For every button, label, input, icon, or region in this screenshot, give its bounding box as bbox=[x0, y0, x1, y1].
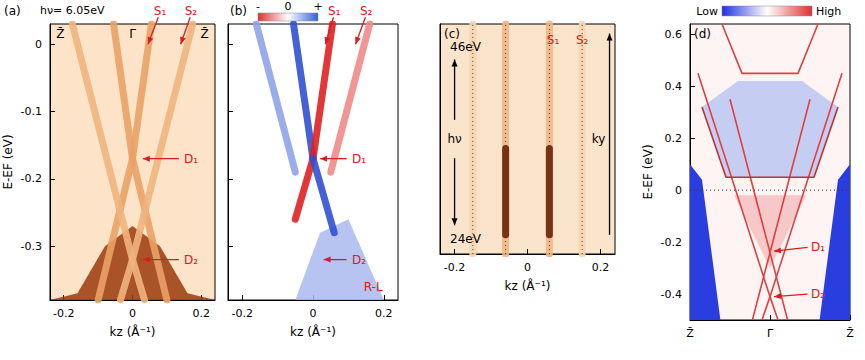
svg-text:kz (Å⁻¹): kz (Å⁻¹) bbox=[505, 278, 551, 293]
svg-text:Z̄: Z̄ bbox=[201, 27, 209, 41]
svg-text:-0.2: -0.2 bbox=[444, 261, 465, 274]
svg-text:46eV: 46eV bbox=[450, 40, 482, 54]
svg-text:-0.3: -0.3 bbox=[21, 240, 42, 253]
svg-text:(b): (b) bbox=[230, 4, 247, 18]
svg-text:(a): (a) bbox=[4, 4, 21, 18]
svg-text:D₂: D₂ bbox=[811, 287, 825, 301]
svg-text:D₁: D₁ bbox=[811, 240, 825, 254]
svg-text:D₁: D₁ bbox=[184, 152, 198, 166]
svg-text:0: 0 bbox=[524, 261, 531, 274]
svg-text:-0.1: -0.1 bbox=[21, 105, 42, 118]
svg-text:(d): (d) bbox=[694, 27, 711, 41]
svg-text:S₂: S₂ bbox=[185, 4, 198, 18]
svg-text:R-L: R-L bbox=[364, 280, 383, 294]
svg-text:Z̄: Z̄ bbox=[686, 327, 694, 340]
svg-text:E-EF (eV): E-EF (eV) bbox=[641, 144, 655, 199]
svg-text:0.4: 0.4 bbox=[665, 80, 683, 93]
svg-text:S₁: S₁ bbox=[154, 4, 167, 18]
svg-text:Low: Low bbox=[696, 5, 718, 18]
svg-text:24eV: 24eV bbox=[450, 232, 482, 246]
svg-text:E-EF (eV): E-EF (eV) bbox=[1, 134, 15, 189]
svg-text:-0.2: -0.2 bbox=[661, 236, 682, 249]
svg-text:Γ̄: Γ̄ bbox=[129, 27, 136, 41]
svg-text:Z̄: Z̄ bbox=[56, 27, 64, 41]
svg-text:0: 0 bbox=[310, 307, 317, 320]
svg-text:-0.2: -0.2 bbox=[231, 307, 252, 320]
svg-text:0.2: 0.2 bbox=[665, 132, 683, 145]
svg-text:D₂: D₂ bbox=[352, 253, 366, 267]
svg-text:-0.2: -0.2 bbox=[21, 172, 42, 185]
svg-text:S₂: S₂ bbox=[576, 33, 589, 47]
svg-text:kz (Å⁻¹): kz (Å⁻¹) bbox=[290, 324, 336, 339]
svg-text:0: 0 bbox=[35, 38, 42, 51]
svg-text:Γ̄: Γ̄ bbox=[767, 327, 774, 340]
svg-text:0.6: 0.6 bbox=[665, 28, 683, 41]
svg-text:D₁: D₁ bbox=[352, 152, 366, 166]
svg-text:kz (Å⁻¹): kz (Å⁻¹) bbox=[110, 324, 156, 339]
svg-text:(c): (c) bbox=[444, 27, 460, 41]
svg-text:0: 0 bbox=[129, 307, 136, 320]
svg-text:0: 0 bbox=[285, 0, 292, 13]
svg-text:S₂: S₂ bbox=[360, 4, 373, 18]
svg-text:D₂: D₂ bbox=[184, 253, 198, 267]
svg-text:S₁: S₁ bbox=[328, 4, 341, 18]
svg-text:ky: ky bbox=[592, 132, 606, 146]
svg-text:Z̄: Z̄ bbox=[846, 327, 854, 340]
svg-text:High: High bbox=[816, 5, 841, 18]
svg-text:0.2: 0.2 bbox=[375, 307, 393, 320]
svg-text:hν= 6.05eV: hν= 6.05eV bbox=[40, 4, 105, 17]
svg-text:+: + bbox=[313, 0, 322, 13]
svg-text:0: 0 bbox=[675, 184, 682, 197]
svg-text:0.2: 0.2 bbox=[592, 261, 610, 274]
svg-text:-0.4: -0.4 bbox=[661, 288, 682, 301]
svg-text:-0.2: -0.2 bbox=[53, 307, 74, 320]
svg-text:hν: hν bbox=[447, 132, 462, 146]
svg-text:0.2: 0.2 bbox=[193, 307, 211, 320]
svg-text:S₁: S₁ bbox=[547, 33, 560, 47]
svg-text:-: - bbox=[256, 0, 260, 13]
